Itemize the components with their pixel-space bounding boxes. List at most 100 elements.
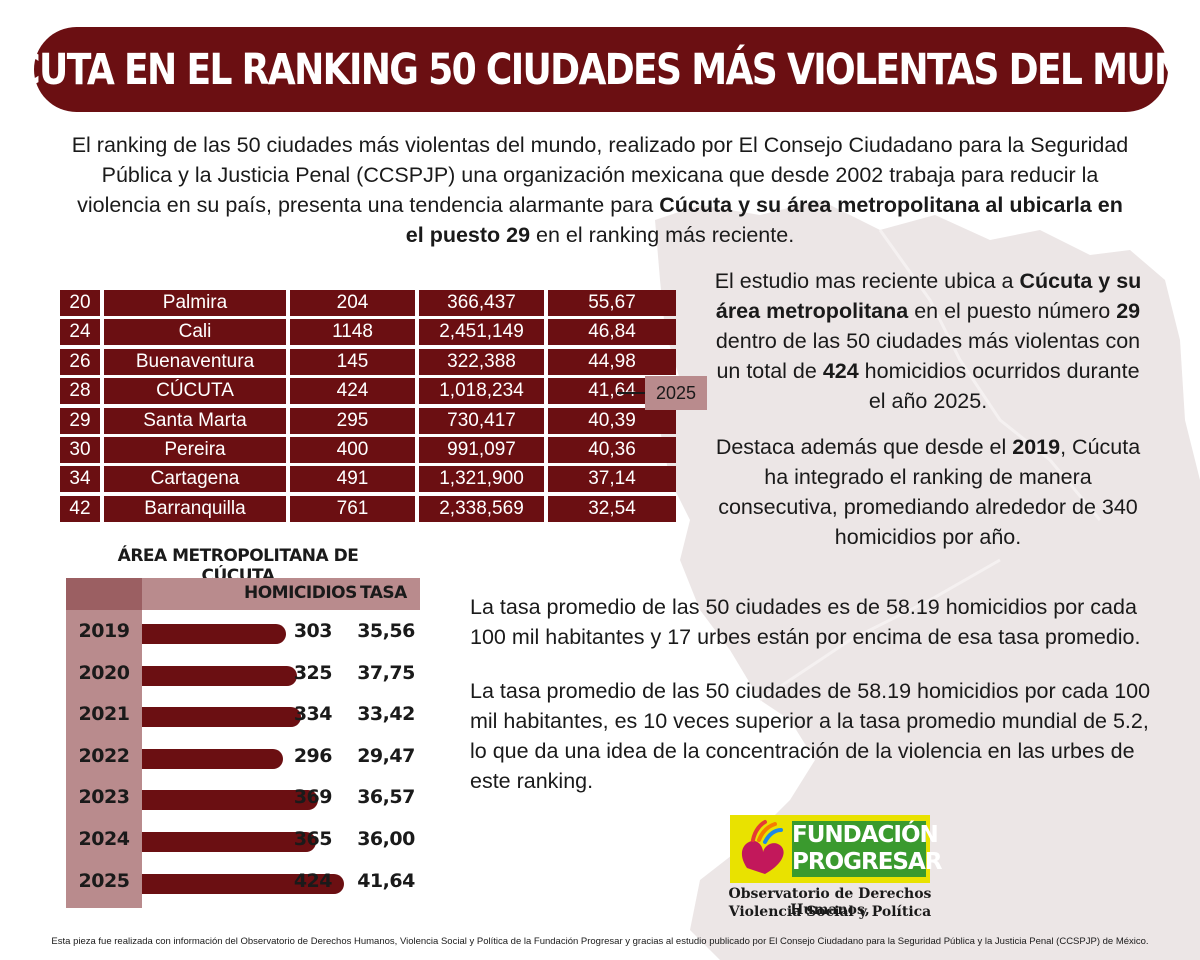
city-row: 29 Santa Marta 295 730,417 40,39	[60, 407, 676, 434]
city-cell-rank: 42	[60, 495, 100, 522]
metro-header-year-cell	[66, 578, 142, 610]
city-cell-city: Barranquilla	[104, 495, 286, 522]
city-cell-rate: 44,98	[548, 348, 676, 375]
city-cell-city: Cartagena	[104, 466, 286, 493]
city-cell-city: Palmira	[104, 290, 286, 316]
city-cell-rank: 34	[60, 466, 100, 493]
city-cell-rate: 40,39	[548, 407, 676, 434]
city-cell-rate: 32,54	[548, 495, 676, 522]
metro-year-column	[66, 610, 142, 908]
city-cell-rate: 40,36	[548, 437, 676, 463]
homicide-bar	[142, 832, 316, 852]
metro-year: 2020	[78, 661, 130, 684]
homicide-bar	[142, 748, 283, 769]
city-cell-population: 1,321,900	[419, 466, 544, 493]
city-cell-homicides: 491	[290, 466, 415, 493]
summary-text-4: homicidios ocurridos durante el año 2025…	[858, 359, 1140, 413]
study-summary-text: El estudio mas reciente ubica a Cúcuta y…	[708, 266, 1148, 416]
metro-homicides: 365	[293, 828, 333, 850]
metro-row: 2022 296 29,47	[66, 737, 420, 777]
metro-homicides: 303	[293, 620, 333, 642]
year-connector-line	[617, 392, 645, 394]
header-rate: TASA	[360, 583, 407, 603]
city-row: 20 Palmira 204 366,437 55,67	[60, 290, 676, 316]
metro-row: 2019 303 35,56	[66, 612, 420, 652]
city-cell-population: 1,018,234	[419, 378, 544, 405]
metro-rate: 33,42	[357, 703, 415, 726]
trend-bold-1: 2019	[1012, 435, 1061, 459]
city-row: 42 Barranquilla 761 2,338,569 32,54	[60, 495, 676, 522]
page-title: CÚCUTA EN EL RANKING 50 CIUDADES MÁS VIO…	[0, 44, 1200, 95]
city-cell-city: Santa Marta	[104, 407, 286, 434]
metro-year: 2023	[78, 786, 130, 809]
city-cell-rank: 30	[60, 437, 100, 463]
city-cell-population: 366,437	[419, 290, 544, 316]
city-row: 30 Pereira 400 991,097 40,36	[60, 437, 676, 463]
summary-bold-1: Cúcuta y su área metropolitana	[715, 269, 1142, 323]
observatory-line-2: Violencia Social y Política	[728, 904, 932, 920]
world-comparison-paragraph: La tasa promedio de las 50 ciudades de 5…	[470, 679, 1151, 793]
city-cell-rank: 24	[60, 319, 100, 346]
city-cell-population: 730,417	[419, 407, 544, 434]
logo-line-2: PROGRESAR	[792, 849, 943, 875]
logo-green-panel	[792, 821, 926, 877]
city-cell-city: Cali	[104, 319, 286, 346]
city-cell-city: Pereira	[104, 437, 286, 463]
metro-homicides: 334	[293, 703, 333, 726]
trend-text-2: , Cúcuta ha integrado el ranking de mane…	[718, 435, 1141, 549]
metro-homicides: 325	[293, 661, 333, 684]
homicide-bar	[142, 624, 286, 644]
city-cell-homicides: 145	[290, 348, 415, 375]
observatory-line-1: Observatorio de Derechos Humanos,	[728, 886, 932, 918]
metro-year: 2025	[78, 869, 130, 892]
intro-bold: Cúcuta y su área metropolitana al ubicar…	[405, 193, 1123, 247]
metro-rate: 29,47	[357, 744, 415, 767]
city-cell-homicides: 761	[290, 495, 415, 522]
city-row: 26 Buenaventura 145 322,388 44,98	[60, 348, 676, 375]
city-cell-homicides: 424	[290, 378, 415, 405]
metro-year: 2019	[78, 620, 130, 642]
city-cell-population: 322,388	[419, 348, 544, 375]
city-cell-homicides: 295	[290, 407, 415, 434]
city-cell-rank: 26	[60, 348, 100, 375]
metro-homicides: 424	[293, 869, 333, 892]
intro-paragraph: El ranking de las 50 ciudades más violen…	[70, 130, 1130, 250]
intro-text-2: en el ranking más reciente.	[530, 223, 795, 247]
intro-text-1: El ranking de las 50 ciudades más violen…	[71, 133, 1129, 217]
homicide-bar	[142, 790, 318, 811]
homicide-bar	[142, 665, 297, 686]
summary-bold-2: 29	[1116, 299, 1141, 323]
footer-credit: Esta pieza fue realizada con información…	[51, 936, 1149, 947]
summary-text-3: dentro de las 50 ciudades más violentas …	[715, 329, 1141, 383]
trend-text: Destaca además que desde el 2019, Cúcuta…	[708, 432, 1148, 552]
metro-rate: 36,57	[357, 786, 415, 809]
city-cell-homicides: 400	[290, 437, 415, 463]
metro-rate: 37,75	[357, 661, 415, 684]
city-cell-homicides: 204	[290, 290, 415, 316]
summary-text-1: El estudio mas reciente ubica a	[714, 269, 1020, 293]
metro-rate: 41,64	[357, 869, 415, 892]
summary-bold-3: 424	[822, 359, 859, 383]
trend-text-1: Destaca además que desde el	[715, 435, 1013, 459]
city-cell-population: 2,451,149	[419, 319, 544, 346]
hand-heart-icon	[741, 820, 784, 874]
metro-homicides: 369	[293, 786, 333, 809]
city-cell-rate: 55,67	[548, 290, 676, 316]
city-cell-city: Buenaventura	[104, 348, 286, 375]
city-row: 24 Cali 1148 2,451,149 46,84	[60, 319, 676, 346]
city-cell-population: 2,338,569	[419, 495, 544, 522]
city-cell-population: 991,097	[419, 437, 544, 463]
year-tag: 2025	[645, 376, 707, 410]
city-cell-rate: 46,84	[548, 319, 676, 346]
average-rate-paragraph: La tasa promedio de las 50 ciudades es d…	[470, 595, 1141, 649]
logo-line-1: FUNDACIÓN	[792, 822, 939, 848]
city-row: 28 CÚCUTA 424 1,018,234 41,64	[60, 378, 676, 405]
metro-row: 2025 424 41,64	[66, 862, 420, 902]
metro-year: 2021	[78, 703, 130, 726]
metro-homicides: 296	[293, 744, 333, 767]
title-banner: CÚCUTA EN EL RANKING 50 CIUDADES MÁS VIO…	[0, 27, 1200, 112]
city-cell-city: CÚCUTA	[104, 378, 286, 405]
homicide-bar	[142, 873, 344, 894]
metro-year: 2024	[78, 828, 130, 850]
